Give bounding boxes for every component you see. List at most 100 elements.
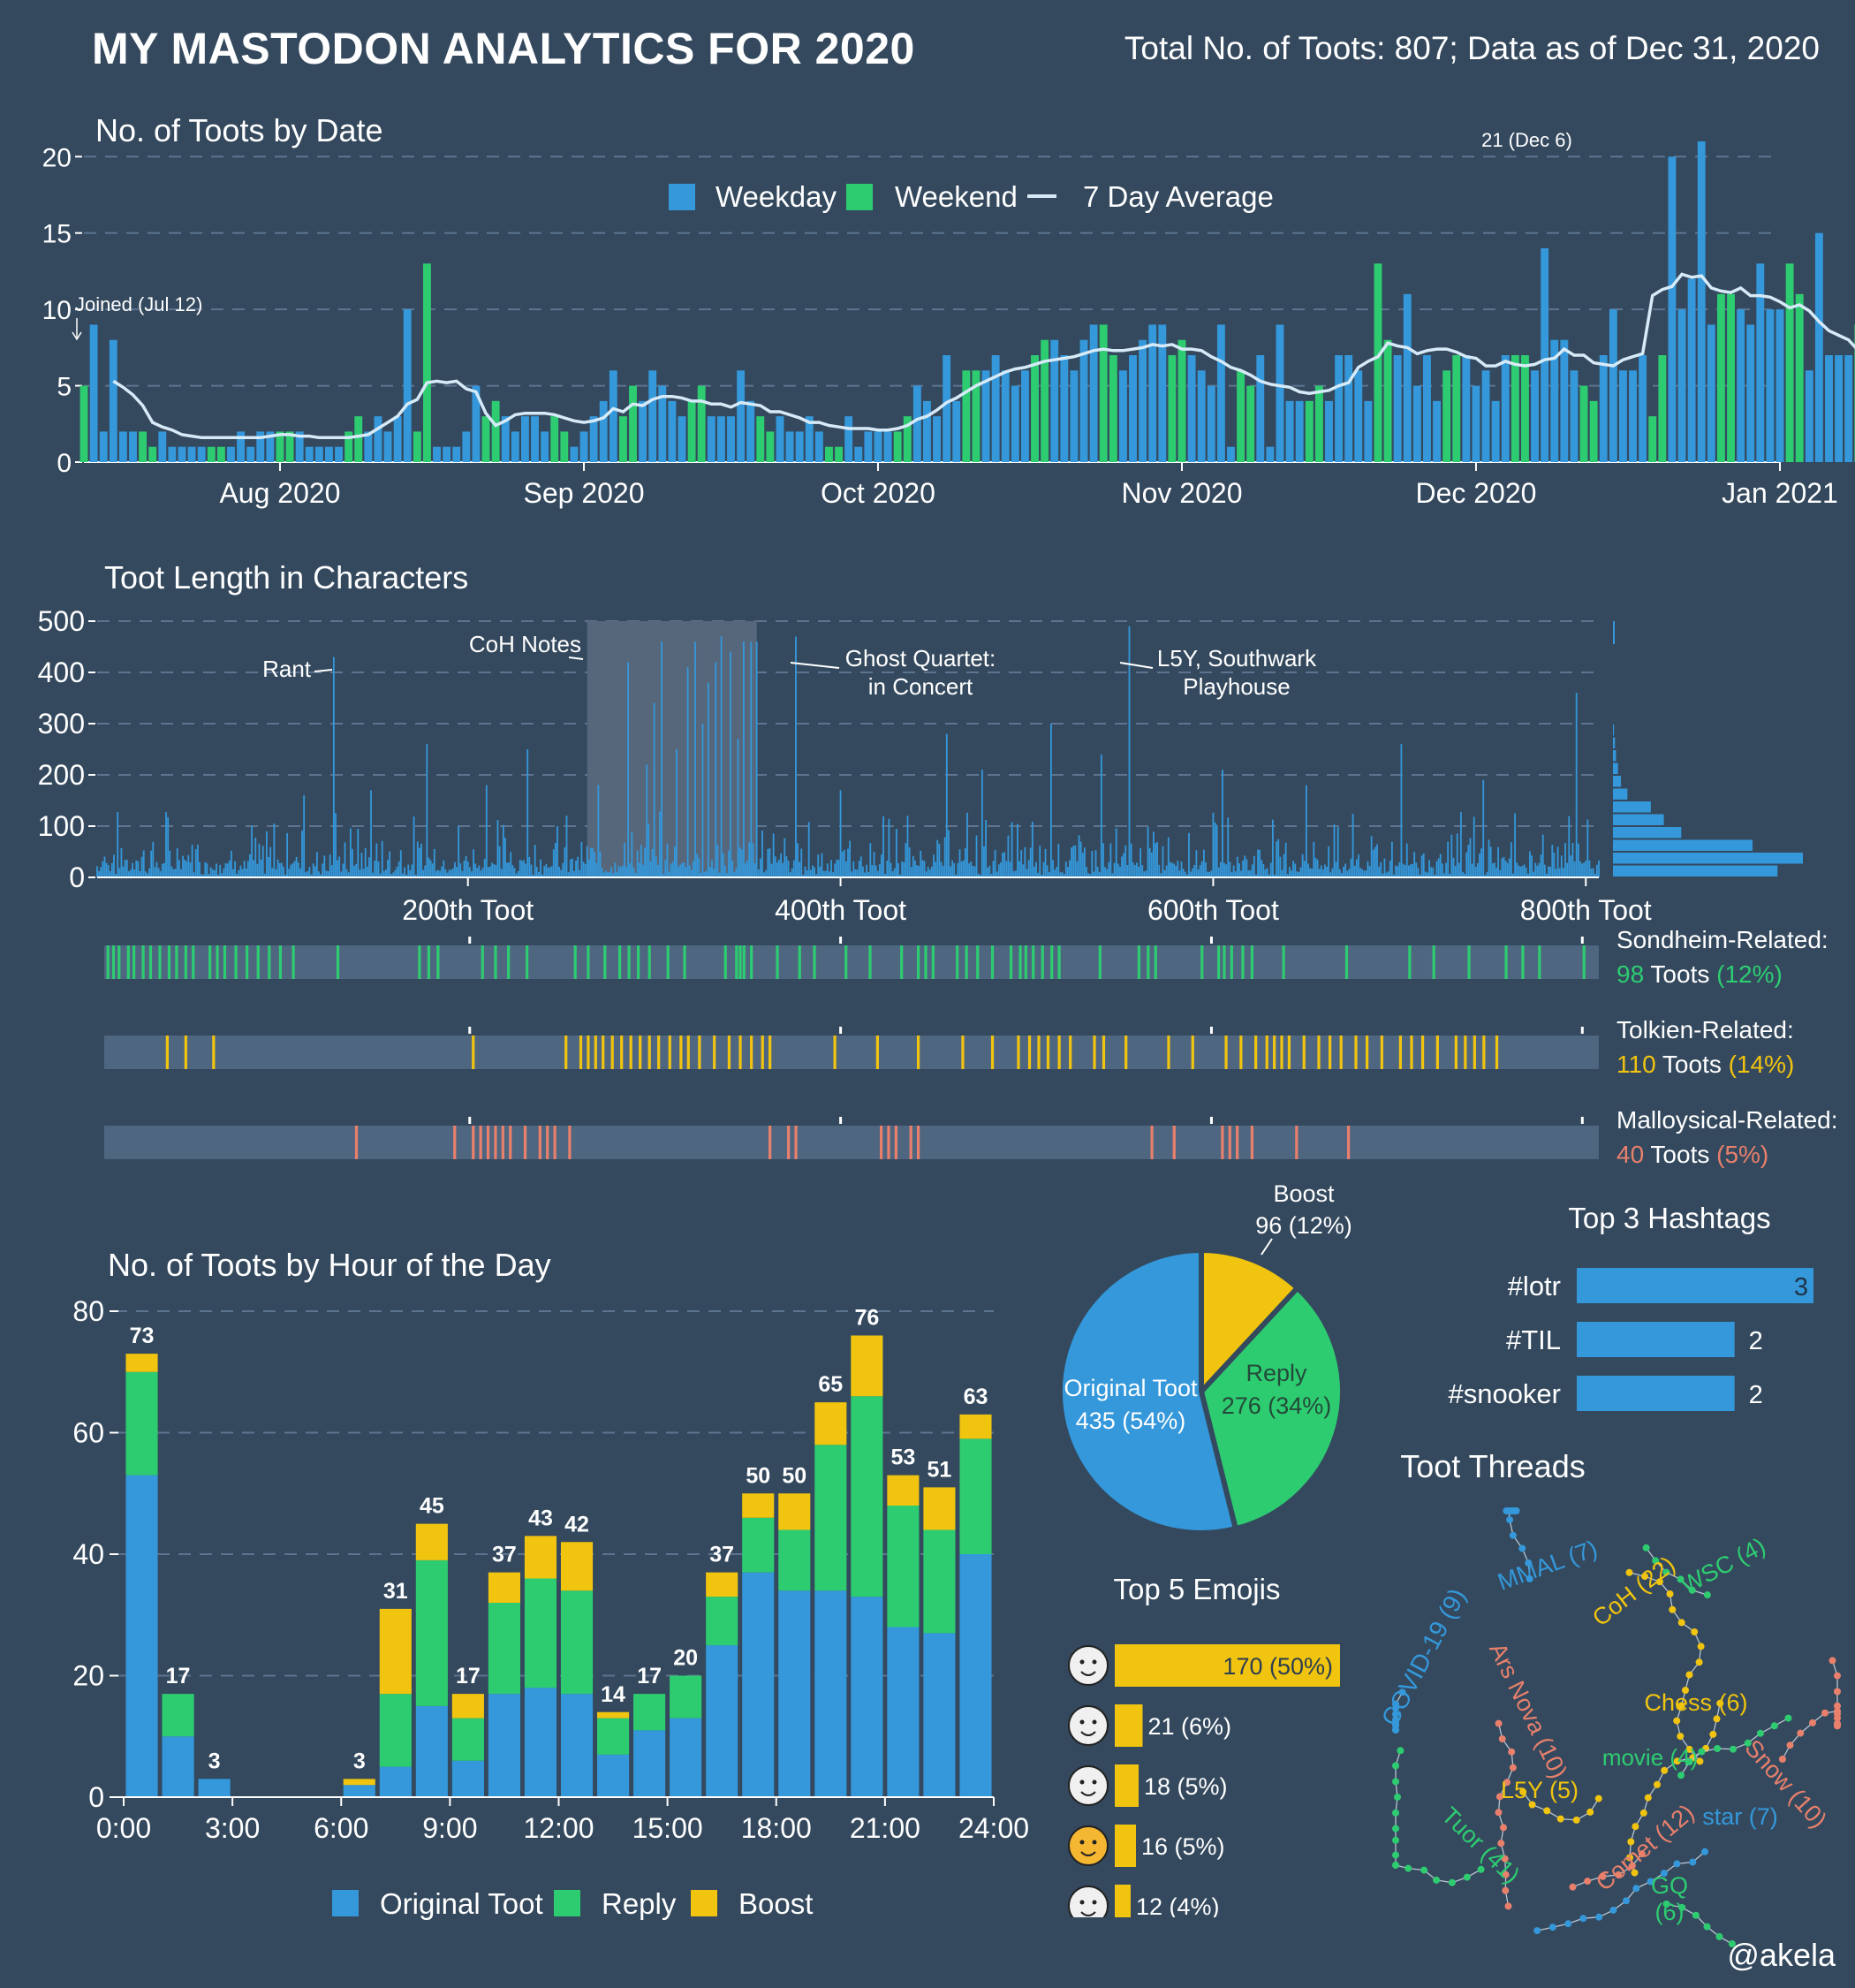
bar [867, 871, 870, 877]
bar [1017, 823, 1018, 877]
bar [1222, 770, 1223, 877]
bar [1501, 355, 1510, 462]
topic-mark [292, 945, 295, 979]
bar-original-toot [379, 1766, 412, 1797]
bar [1510, 355, 1519, 462]
bar [1506, 862, 1509, 877]
bar [411, 864, 413, 877]
bar-original-toot [851, 1597, 883, 1797]
bar [964, 847, 966, 877]
bar [1111, 873, 1114, 877]
bar [1124, 845, 1127, 877]
topic-track [104, 945, 1599, 979]
bar [996, 871, 998, 877]
bar [1279, 856, 1282, 877]
thread-dot [1526, 1574, 1533, 1582]
bar [540, 859, 541, 877]
thread-dot [1501, 1855, 1509, 1863]
topic-mark [657, 1036, 661, 1069]
bar [1473, 816, 1475, 877]
bar [1060, 355, 1069, 462]
topic-mark [192, 945, 195, 979]
bar [1171, 862, 1173, 877]
thread-dot [1685, 1745, 1693, 1753]
bar [439, 870, 441, 877]
bar [558, 866, 560, 877]
bar [1056, 866, 1058, 877]
thread-dot [1698, 1748, 1706, 1756]
histogram-bar [1613, 839, 1753, 851]
bar [577, 856, 579, 877]
pie-slice [1198, 1284, 1345, 1532]
bar [1225, 864, 1228, 877]
bar [1354, 370, 1363, 462]
bar [389, 851, 391, 877]
bar [135, 860, 138, 877]
bar [927, 867, 929, 877]
bar-boost [524, 1536, 557, 1579]
thread-dot [1477, 1865, 1485, 1873]
bar [1585, 860, 1587, 877]
bar [567, 872, 570, 877]
bar [866, 864, 867, 877]
bar [1668, 156, 1677, 462]
bar [180, 869, 182, 877]
bar [1069, 860, 1071, 877]
bar [1247, 869, 1250, 877]
bar [165, 812, 167, 877]
bar [1011, 822, 1013, 877]
bar [329, 854, 331, 877]
chart-title: Top 3 Hashtags [1568, 1202, 1770, 1234]
topic-mark [1154, 945, 1157, 979]
bar [511, 431, 519, 462]
bar [284, 874, 286, 877]
bar [767, 848, 769, 877]
bar [697, 385, 706, 462]
thread-dot [1685, 1671, 1693, 1679]
bar [825, 446, 833, 462]
bar [1309, 868, 1311, 877]
bar [1427, 872, 1428, 877]
x-tick-label: Dec 2020 [1415, 477, 1536, 509]
topic-mark [587, 945, 590, 979]
topic-mark [1435, 1036, 1439, 1069]
bar [550, 866, 553, 877]
bar [940, 861, 943, 877]
bar [266, 831, 268, 877]
bar [938, 844, 941, 877]
bar [1212, 812, 1215, 877]
bar [923, 861, 926, 877]
bar [733, 871, 736, 877]
bar [543, 866, 546, 877]
thread-dot [1689, 1858, 1697, 1866]
bar-original-toot [488, 1694, 520, 1797]
bar [493, 863, 496, 877]
topic-track [104, 1126, 1599, 1159]
bar [433, 848, 435, 877]
thread-label: MMAL (7) [1495, 1535, 1601, 1595]
bar [1299, 867, 1302, 877]
grin-eye [1079, 1779, 1085, 1785]
bar [1343, 867, 1344, 877]
bar [1123, 853, 1125, 877]
bar [960, 861, 963, 877]
topic-mark [1041, 945, 1044, 979]
bar [1378, 866, 1381, 877]
bar [390, 874, 393, 877]
bar [276, 431, 284, 462]
thread-dot [1594, 1795, 1602, 1802]
bar [1130, 843, 1132, 877]
bar [958, 849, 961, 877]
bar-reply [851, 1396, 883, 1597]
thread-dot [1647, 1878, 1654, 1886]
bar [187, 854, 190, 877]
topic-mark [1024, 945, 1027, 979]
bar [99, 431, 108, 462]
thread-dot [1626, 1854, 1633, 1862]
bar [1756, 263, 1765, 462]
bar-reply [162, 1694, 194, 1737]
topic-mark [1408, 945, 1412, 979]
topic-mark [1200, 945, 1204, 979]
bar [245, 868, 247, 877]
